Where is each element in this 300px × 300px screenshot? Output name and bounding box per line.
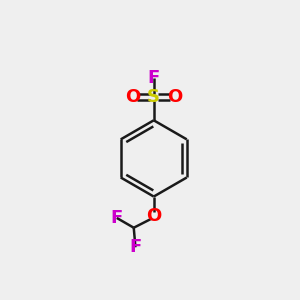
Text: F: F [148, 69, 160, 87]
Text: F: F [111, 209, 123, 227]
Text: S: S [147, 88, 160, 106]
Text: O: O [146, 207, 161, 225]
Text: O: O [125, 88, 141, 106]
Text: F: F [129, 238, 142, 256]
Text: O: O [167, 88, 182, 106]
